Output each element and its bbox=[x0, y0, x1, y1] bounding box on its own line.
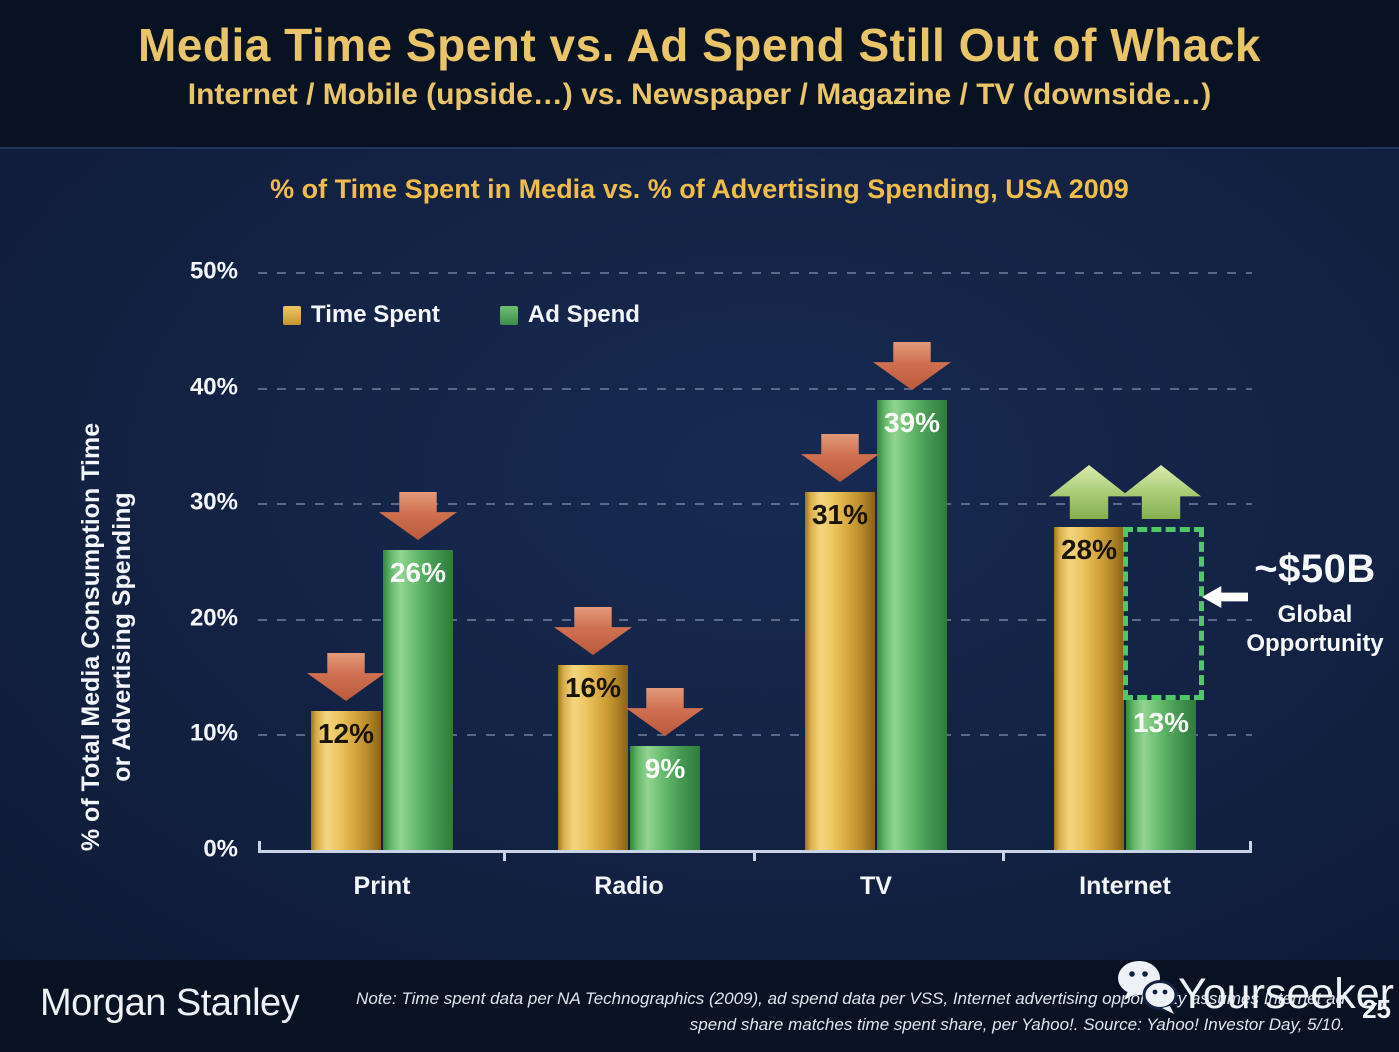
slide-header: Media Time Spent vs. Ad Spend Still Out … bbox=[0, 0, 1399, 112]
legend-swatch-green bbox=[499, 305, 518, 325]
bar-value-label: 28% bbox=[1060, 534, 1118, 565]
bar-ad-spend-internet: 13% bbox=[1126, 700, 1196, 850]
morgan-stanley-logo: Morgan Stanley bbox=[40, 982, 300, 1024]
bar-value-label: 39% bbox=[883, 407, 941, 438]
y-axis-title: % of Total Media Consumption Time or Adv… bbox=[52, 337, 162, 937]
chart-panel: % of Time Spent in Media vs. % of Advert… bbox=[0, 147, 1399, 960]
gridline-40 bbox=[258, 388, 1252, 390]
category-label-print: Print bbox=[353, 872, 411, 900]
bar-time-spent-print: 12% bbox=[311, 711, 381, 850]
gridline-10 bbox=[258, 734, 1252, 736]
x-axis-right-notch bbox=[1249, 841, 1252, 850]
bar-value-label: 31% bbox=[811, 499, 869, 530]
legend-label-time-spent: Time Spent bbox=[311, 301, 440, 328]
bar-ad-spend-radio: 9% bbox=[630, 746, 700, 850]
down-arrow-icon-radio-time-spent bbox=[554, 607, 632, 655]
page-number: 25 bbox=[1362, 994, 1391, 1024]
slide-title: Media Time Spent vs. Ad Spend Still Out … bbox=[137, 19, 1262, 71]
bar-value-label: 12% bbox=[317, 718, 375, 749]
yourseeker-watermark: Yourseeker bbox=[1112, 958, 1394, 1022]
down-arrow-icon-print-ad-spend bbox=[379, 492, 457, 540]
opportunity-annotation: ~$50B Global Opportunity bbox=[1240, 547, 1390, 658]
category-label-tv: TV bbox=[860, 872, 892, 900]
x-axis-tick bbox=[503, 853, 506, 861]
wechat-icon bbox=[1118, 961, 1178, 1014]
x-axis-line bbox=[258, 850, 1252, 853]
gridline-30 bbox=[258, 503, 1252, 505]
bar-value-label: 26% bbox=[389, 557, 447, 588]
bar-time-spent-radio: 16% bbox=[558, 665, 628, 850]
up-arrow-icon-internet-time-spent bbox=[1049, 465, 1129, 519]
legend-item-ad-spend: Ad Spend bbox=[499, 301, 640, 329]
source-note: Note: Time spent data per NA Technograph… bbox=[305, 986, 1345, 1038]
category-label-internet: Internet bbox=[1079, 872, 1171, 900]
chart-legend: Time Spent Ad Spend bbox=[283, 301, 640, 329]
y-tick-label-30: 30% bbox=[189, 488, 238, 516]
y-axis-title-line1: % of Total Media Consumption Time bbox=[77, 422, 105, 852]
up-arrow-icon-internet-ad-spend bbox=[1121, 465, 1201, 519]
down-arrow-icon-radio-ad-spend bbox=[626, 688, 704, 736]
legend-swatch-gold bbox=[283, 305, 301, 325]
y-tick-label-50: 50% bbox=[189, 257, 238, 285]
y-tick-label-40: 40% bbox=[189, 373, 238, 401]
yourseeker-label: Yourseeker bbox=[1178, 970, 1394, 1018]
source-note-line2: spend share matches time spent share, pe… bbox=[689, 1015, 1345, 1034]
x-axis-left-notch bbox=[258, 841, 261, 850]
bar-time-spent-internet: 28% bbox=[1054, 527, 1124, 850]
bar-ad-spend-tv: 39% bbox=[877, 400, 947, 850]
legend-item-time-spent: Time Spent bbox=[283, 301, 440, 329]
bar-value-label: 16% bbox=[564, 672, 622, 703]
y-tick-label-0: 0% bbox=[203, 835, 238, 863]
down-arrow-icon-tv-ad-spend bbox=[873, 342, 951, 390]
gridline-50 bbox=[258, 272, 1252, 274]
x-axis-tick bbox=[753, 853, 756, 861]
y-tick-label-20: 20% bbox=[189, 604, 238, 632]
bar-value-label: 13% bbox=[1132, 707, 1190, 738]
slide-subtitle: Internet / Mobile (upside…) vs. Newspape… bbox=[187, 78, 1212, 111]
bar-ad-spend-print: 26% bbox=[383, 550, 453, 850]
opportunity-gap-box bbox=[1123, 527, 1204, 700]
opportunity-label: Global Opportunity bbox=[1246, 601, 1384, 657]
x-axis-tick bbox=[1002, 853, 1005, 861]
category-label-radio: Radio bbox=[594, 872, 664, 900]
y-axis-title-line2: or Advertising Spending bbox=[108, 492, 136, 782]
gridline-20 bbox=[258, 619, 1252, 621]
opportunity-value: ~$50B bbox=[1254, 547, 1376, 591]
legend-label-ad-spend: Ad Spend bbox=[527, 301, 640, 328]
chart-title: % of Time Spent in Media vs. % of Advert… bbox=[270, 174, 1129, 204]
y-tick-label-10: 10% bbox=[189, 719, 238, 747]
bar-time-spent-tv: 31% bbox=[805, 492, 875, 850]
bar-value-label: 9% bbox=[644, 753, 686, 784]
down-arrow-icon-print-time-spent bbox=[307, 653, 385, 701]
source-note-line1: Note: Time spent data per NA Technograph… bbox=[356, 989, 1345, 1008]
down-arrow-icon-tv-time-spent bbox=[801, 434, 879, 482]
